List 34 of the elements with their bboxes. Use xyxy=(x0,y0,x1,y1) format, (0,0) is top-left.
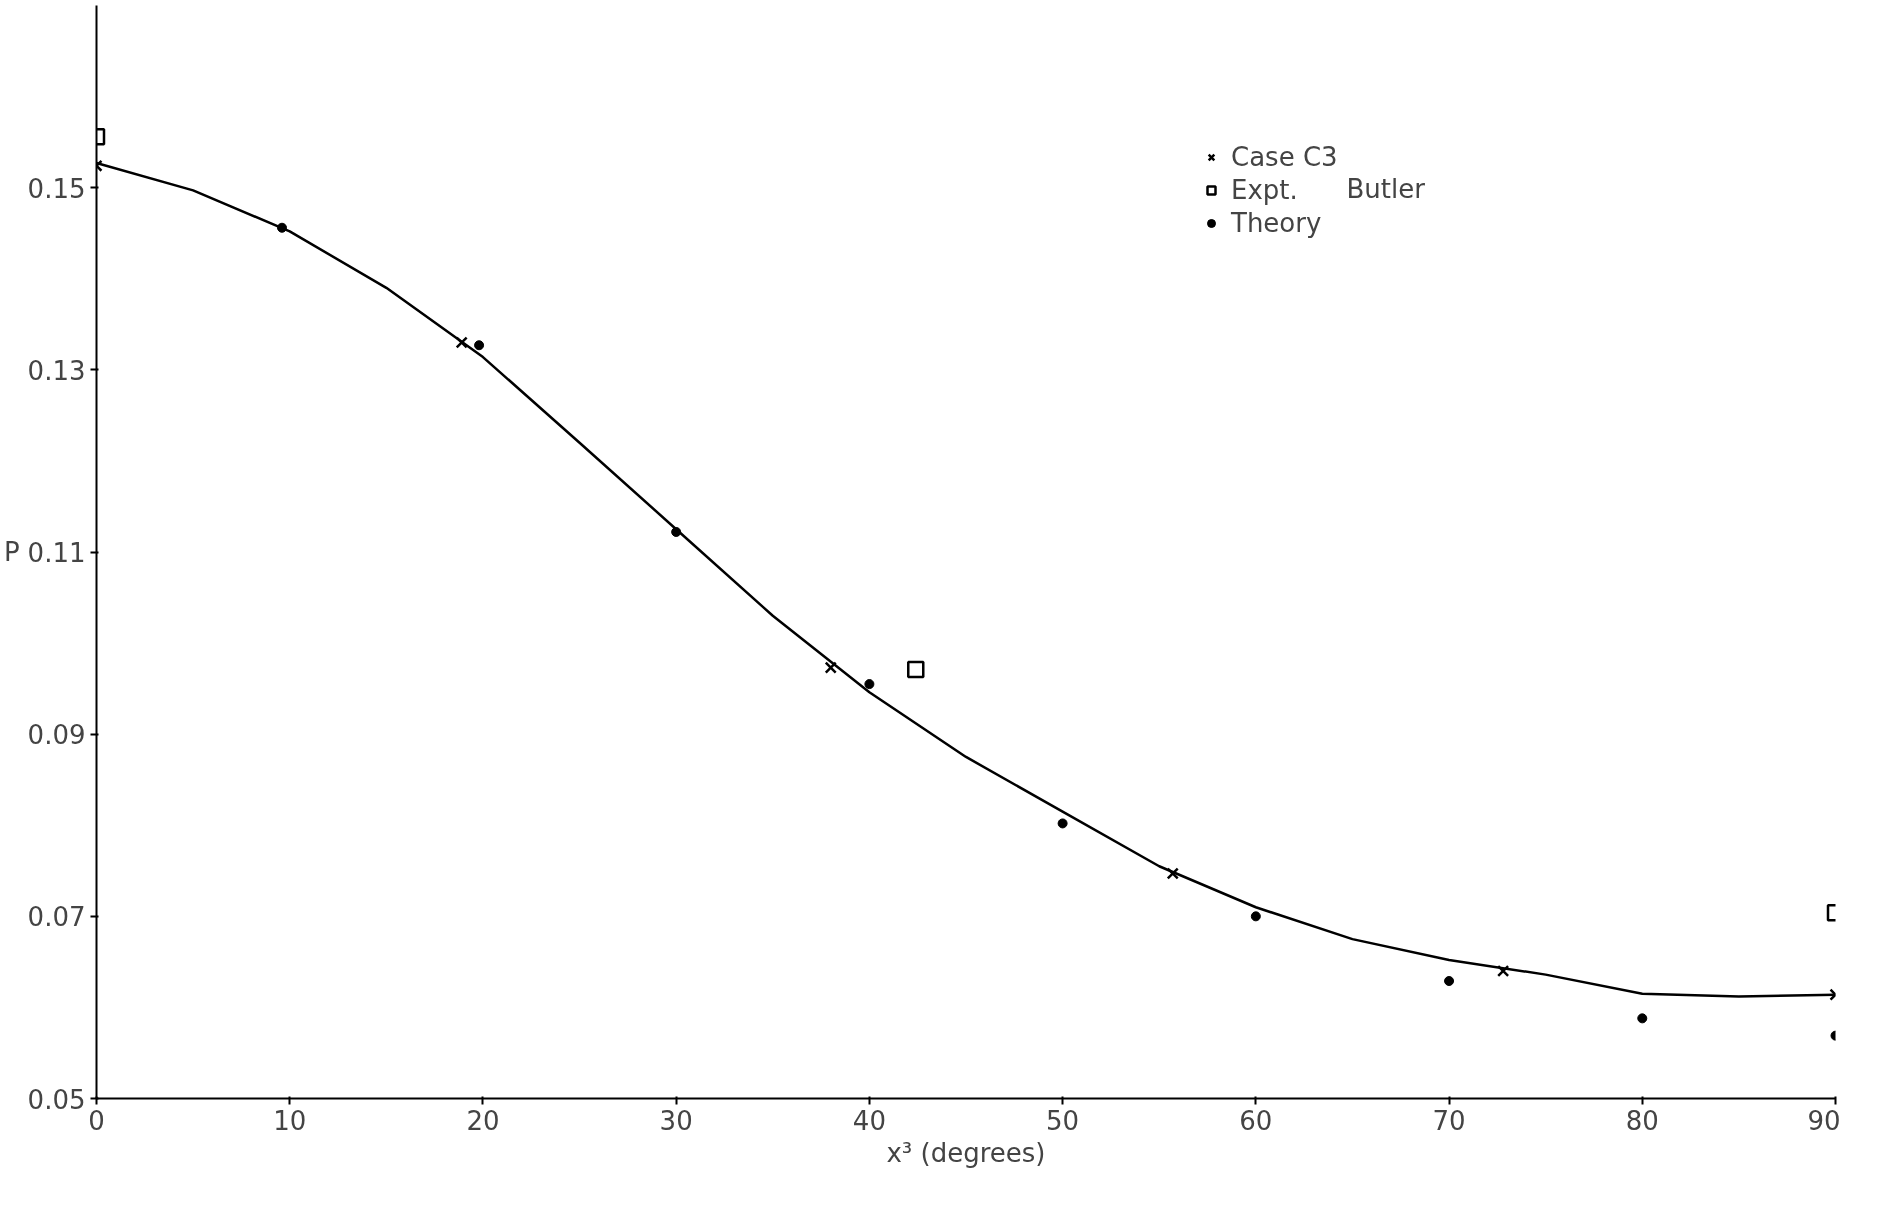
point xyxy=(474,340,485,351)
x-tick-label: 70 xyxy=(1432,1105,1466,1136)
y-tick-label: 0.07 xyxy=(27,902,86,933)
point xyxy=(276,222,287,233)
x-tick-label: 50 xyxy=(1046,1105,1080,1136)
y-tick-label: 0.15 xyxy=(27,173,86,204)
y-tick-label: 0.05 xyxy=(27,1084,86,1115)
y-axis-title: P xyxy=(3,537,20,567)
x-tick-label: 90 xyxy=(1807,1105,1841,1136)
point xyxy=(1444,976,1455,986)
legend-label: Case C3 xyxy=(1231,142,1338,172)
legend-label: Expt. xyxy=(1231,175,1298,205)
point xyxy=(1637,1013,1648,1024)
x-tick-label: 80 xyxy=(1625,1105,1659,1136)
legend-label: Theory xyxy=(1231,208,1322,238)
x-axis-title: x³ (degrees) xyxy=(886,1137,1046,1168)
y-tick-label: 0.09 xyxy=(27,720,86,751)
point xyxy=(1166,867,1179,880)
x-tick-label: 40 xyxy=(852,1105,886,1136)
x-tick-label: 10 xyxy=(273,1105,307,1136)
point xyxy=(671,526,682,537)
point xyxy=(864,679,875,690)
point xyxy=(455,336,468,349)
y-tick-label: 0.11 xyxy=(27,538,86,568)
point xyxy=(1250,911,1261,922)
x-tick-label: 60 xyxy=(1239,1105,1273,1136)
x-tick-label: 20 xyxy=(466,1105,500,1136)
point xyxy=(1496,964,1510,978)
point xyxy=(1057,818,1068,829)
y-tick-label: 0.13 xyxy=(27,355,86,386)
annotation: Butler xyxy=(1346,173,1426,204)
x-tick-label: 0 xyxy=(88,1105,105,1136)
point xyxy=(824,661,837,674)
x-tick-label: 30 xyxy=(659,1105,693,1136)
